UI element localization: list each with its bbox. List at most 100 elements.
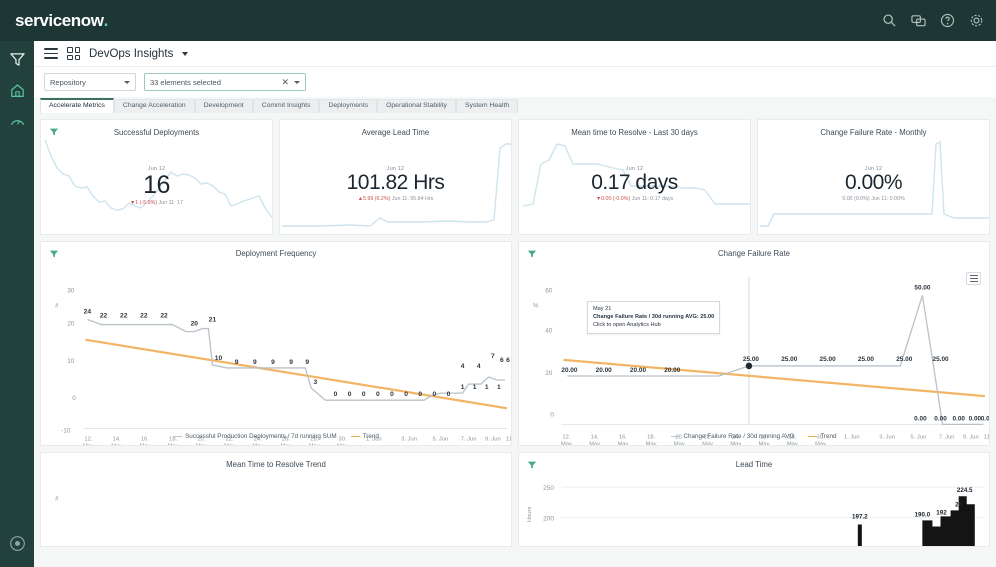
svg-text:9: 9 — [271, 359, 275, 366]
gauge-icon[interactable] — [9, 113, 26, 130]
kpi-row: Successful Deployments Jun 12 16 ▼1 (-5.… — [40, 119, 990, 235]
tab-deployments[interactable]: Deployments — [319, 99, 378, 113]
kpi-compare: Jun 11: 17 — [158, 200, 183, 207]
svg-text:14.: 14. — [591, 435, 599, 441]
legend-item-trend[interactable]: Trend — [350, 433, 379, 440]
legend-swatch — [350, 435, 360, 438]
svg-text:16.: 16. — [141, 437, 149, 443]
kpi-card-successful-deployments[interactable]: Successful Deployments Jun 12 16 ▼1 (-5.… — [40, 119, 273, 235]
sparkline-chart — [522, 143, 750, 207]
filter-icon[interactable] — [527, 249, 537, 259]
page-title: DevOps Insights — [89, 47, 174, 60]
svg-text:10: 10 — [67, 358, 75, 365]
chart-legend: Successful Production Deployments / 7d r… — [41, 433, 511, 440]
kpi-value: 0.00% — [844, 171, 903, 194]
chart-card-change-failure-rate[interactable]: Change Failure Rate % 60 40 20 0 — [518, 241, 990, 446]
legend-swatch — [808, 435, 818, 438]
svg-text:0: 0 — [404, 391, 408, 398]
filter-icon[interactable] — [49, 127, 59, 137]
svg-text:25.00: 25.00 — [858, 356, 875, 363]
svg-text:May: May — [252, 444, 263, 446]
svg-text:9: 9 — [305, 359, 309, 366]
svg-text:20: 20 — [545, 370, 553, 377]
svg-text:250: 250 — [543, 485, 554, 492]
svg-text:May: May — [787, 442, 798, 446]
kpi-card-mean-time-to-resolve[interactable]: Mean time to Resolve - Last 30 days Jun … — [518, 119, 751, 235]
gear-icon[interactable] — [969, 13, 984, 28]
svg-text:192: 192 — [936, 509, 947, 516]
svg-text:16.: 16. — [619, 435, 627, 441]
tab-development[interactable]: Development — [194, 99, 253, 113]
legend-item-trend[interactable]: Trend — [808, 433, 837, 440]
legend-swatch — [173, 435, 183, 438]
svg-text:20: 20 — [955, 501, 962, 508]
conversation-icon[interactable] — [911, 13, 926, 28]
svg-text:11. Jun: 11. Jun — [506, 437, 511, 443]
tab-system-health[interactable]: System Health — [455, 99, 519, 113]
legend-label: Trend — [820, 433, 837, 440]
svg-text:9. Jun: 9. Jun — [485, 437, 501, 443]
tab-commit-insights[interactable]: Commit Insights — [252, 99, 320, 113]
svg-text:28.: 28. — [788, 435, 796, 441]
svg-text:1: 1 — [461, 384, 465, 391]
chevron-down-icon[interactable] — [294, 80, 300, 84]
svg-text:5. Jun: 5. Jun — [433, 437, 449, 443]
help-icon[interactable] — [940, 13, 955, 28]
chart-title: Deployment Frequency — [235, 249, 317, 258]
tab-accelerate-metrics[interactable]: Accelerate Metrics — [40, 98, 114, 113]
svg-text:60: 60 — [545, 287, 553, 294]
kpi-title: Successful Deployments — [113, 128, 200, 137]
record-icon[interactable] — [9, 535, 26, 552]
repository-select[interactable]: Repository — [44, 73, 136, 91]
close-icon[interactable]: ✕ — [281, 76, 289, 87]
chart-card-lead-time[interactable]: Lead Time Hours 250 200 197.2 190.0 192 … — [518, 452, 990, 547]
svg-text:May: May — [111, 444, 122, 446]
svg-text:11. Jun: 11. Jun — [984, 435, 989, 441]
hamburger-icon[interactable] — [44, 48, 58, 59]
svg-text:1: 1 — [497, 384, 501, 391]
kpi-card-change-failure-rate[interactable]: Change Failure Rate - Monthly Jun 12 0.0… — [757, 119, 990, 235]
servicenow-logo[interactable]: servicenow. — [15, 11, 108, 31]
filter-icon[interactable] — [9, 51, 26, 68]
svg-text:Hours: Hours — [527, 507, 533, 523]
filter-icon[interactable] — [49, 249, 59, 259]
filter-icon[interactable] — [527, 460, 537, 470]
tab-operational-stability[interactable]: Operational Stability — [377, 99, 456, 113]
svg-text:20.00: 20.00 — [561, 367, 578, 374]
legend-label: Successful Production Deployments / 7d r… — [185, 433, 337, 440]
svg-text:24.: 24. — [254, 437, 262, 443]
legend-item-series[interactable]: Successful Production Deployments / 7d r… — [173, 433, 337, 440]
svg-text:30.: 30. — [339, 437, 347, 443]
svg-text:May: May — [730, 442, 741, 446]
deployment-frequency-plot: # 30 20 10 0 -10 — [55, 287, 511, 446]
svg-text:May: May — [309, 444, 320, 446]
home-icon[interactable] — [9, 82, 26, 99]
kpi-delta-arrow: ▼ — [130, 200, 136, 207]
svg-text:May: May — [139, 444, 150, 446]
svg-text:0: 0 — [447, 391, 451, 398]
legend-item-series[interactable]: Change Failure Rate / 30d running AVG — [671, 433, 794, 440]
grid-icon[interactable] — [67, 47, 80, 60]
svg-text:25.00: 25.00 — [820, 356, 837, 363]
svg-text:May: May — [759, 442, 770, 446]
svg-text:20: 20 — [67, 321, 75, 328]
legend-label: Trend — [362, 433, 379, 440]
elements-multiselect[interactable]: 33 elements selected ✕ — [144, 73, 306, 91]
top-navigation-bar: servicenow. — [0, 0, 996, 41]
kpi-compare: Jun 11: 0.00% — [871, 196, 905, 203]
kpi-card-average-lead-time[interactable]: Average Lead Time Jun 12 101.82 Hrs ▲5.9… — [279, 119, 512, 235]
svg-text:0.00: 0.00 — [914, 415, 927, 422]
chart-menu-icon[interactable] — [966, 272, 981, 285]
search-icon[interactable] — [882, 13, 897, 28]
svg-text:20.: 20. — [197, 437, 205, 443]
chevron-down-icon[interactable] — [182, 51, 189, 56]
chart-card-mean-time-to-resolve-trend[interactable]: Mean Time to Resolve Trend # — [40, 452, 512, 547]
dashboard-tabs: Accelerate Metrics Change Acceleration D… — [34, 97, 996, 113]
svg-text:10: 10 — [215, 355, 223, 362]
chart-card-deployment-frequency[interactable]: Deployment Frequency # 30 20 10 0 -10 — [40, 241, 512, 446]
svg-text:May: May — [337, 444, 348, 446]
svg-text:28.: 28. — [310, 437, 318, 443]
svg-text:May: May — [561, 442, 572, 446]
tab-change-acceleration[interactable]: Change Acceleration — [113, 99, 195, 113]
